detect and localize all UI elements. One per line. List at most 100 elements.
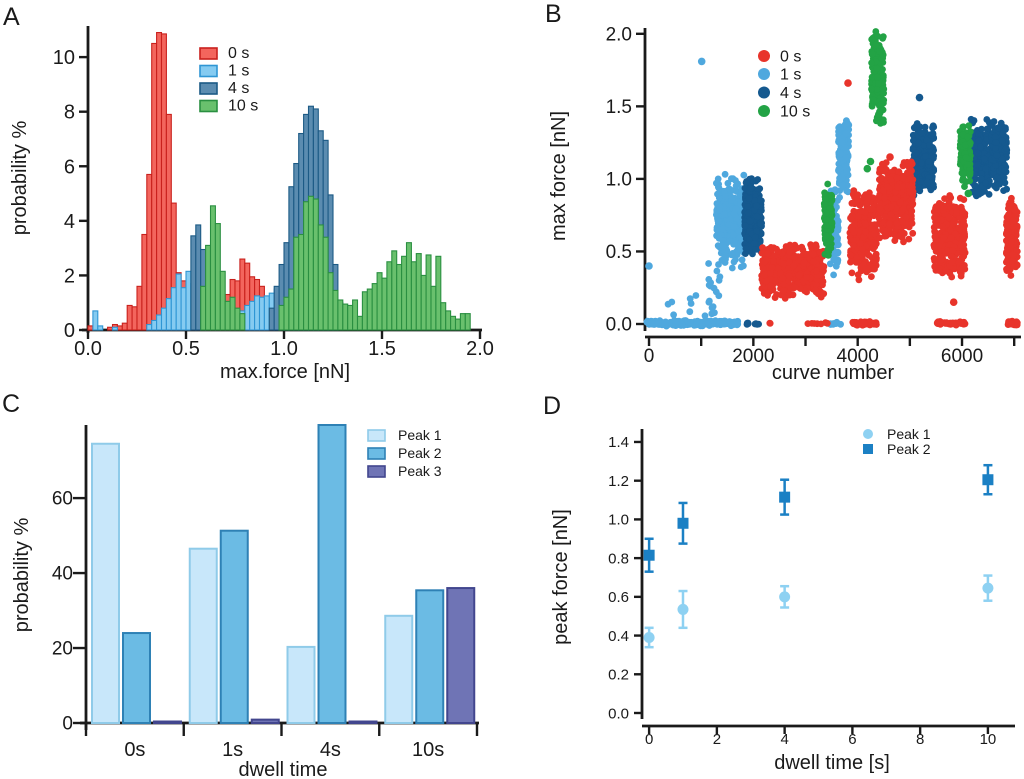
legend: 0 s1 s4 s 10 s [758,49,810,121]
y-tick-label: 0.5 [606,242,632,263]
data-point [757,221,765,228]
data-point [864,194,872,202]
data-point [828,191,835,199]
data-point [764,250,771,258]
data-point [873,321,880,328]
data-point [909,131,917,139]
data-point [940,234,948,242]
data-point [715,218,722,225]
y-tick-label: 0.6 [608,589,629,606]
data-point [830,253,838,260]
data-point [873,65,881,72]
data-point [1013,222,1021,230]
data-point [908,207,916,215]
x-tick-label: 0 [644,346,655,367]
legend-swatch [199,64,218,78]
data-point [751,197,758,205]
y-tick-label: 0.2 [608,667,629,684]
data-point [732,256,739,263]
data-point [780,260,788,268]
data-point [744,209,752,217]
histogram-bar [415,253,422,331]
data-point [773,291,780,298]
histogram-bar [136,285,143,331]
category-axis: 0s 1s 4s 10s [84,723,479,761]
histogram-bar [459,313,466,331]
data-point [824,180,832,188]
y-tick-label: 0.0 [606,315,632,336]
data-point [945,213,953,221]
data-point [955,224,963,232]
x-tick-label: 2 [713,731,721,748]
data-point [927,186,935,194]
data-point [824,246,832,254]
data-point [766,270,774,277]
data-point [872,41,880,49]
data-point [848,269,856,277]
data-point [974,149,982,157]
series-Peak1 [91,442,414,725]
data-point [893,174,901,182]
data-point [837,150,844,158]
data-point [708,310,716,318]
data-point [844,79,852,87]
data-point [803,250,810,258]
data-point [724,179,732,187]
data-point [881,213,889,221]
histogram-bar [121,322,128,331]
data-point [907,182,915,190]
data-point [992,144,999,152]
data-point [839,182,846,190]
series-0s [758,79,1021,329]
data-point [868,59,875,67]
data-point [875,80,882,87]
data-point [948,259,955,266]
histogram-bar [410,261,417,331]
y-tick-label: 8 [64,102,75,124]
x-tick-label: 0 [645,731,653,748]
data-point [960,241,968,249]
data-point [766,320,774,327]
data-point [716,320,724,327]
x-tick-label: 4 [780,731,788,748]
histogram-bar [307,195,314,331]
histogram-bar [464,313,471,331]
data-point [753,202,761,210]
panel-b-letter: B [545,0,562,28]
data-point [770,257,777,265]
data-point [879,186,887,194]
data-point [743,321,751,328]
panel-a-histogram-chart: 0 2 4 6 8 10 0.0 0.5 1.0 1.5 2.0 max.force [nN] prob… [9,26,494,383]
histogram-bar [445,310,452,331]
data-point [753,227,760,235]
data-point [819,281,826,289]
x-axis-title: curve number [772,362,895,384]
histogram-bar [249,300,256,331]
data-point [810,258,817,265]
data-point [852,200,860,207]
histogram-bar [298,233,305,331]
data-point [745,195,753,202]
data-point [880,118,887,126]
data-point [964,133,972,141]
data-point [842,130,850,138]
data-point [753,213,761,221]
data-point [643,631,655,643]
histogram-bar [258,296,265,331]
data-point [838,174,846,182]
data-point [715,277,723,284]
x-tick-label: 6 [848,731,856,748]
data-point [1013,319,1021,327]
data-point [854,191,862,199]
data-point [871,258,879,266]
data-point [900,205,907,213]
histogram-bar [214,223,221,331]
data-point [1009,251,1017,259]
data-point [955,258,962,266]
y-tick-label: 40 [52,564,73,585]
data-point [967,115,975,123]
data-point [873,86,881,93]
series-Peak1 [643,574,994,649]
data-point [871,265,878,273]
